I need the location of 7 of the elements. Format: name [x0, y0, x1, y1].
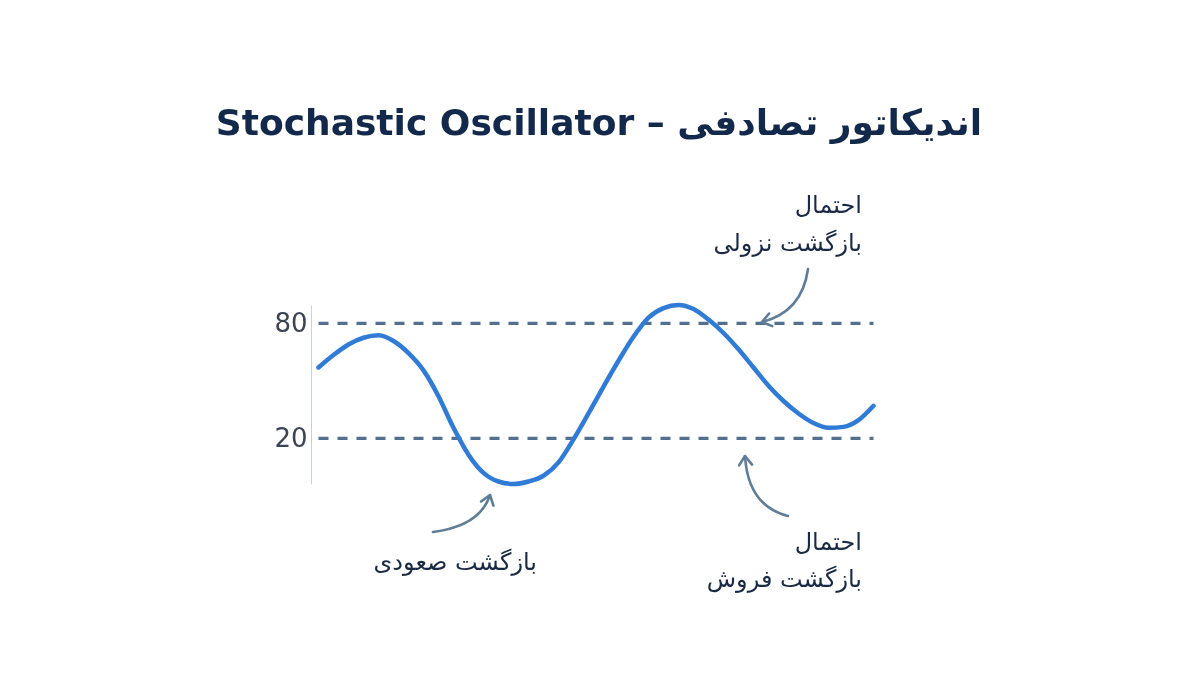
line-series	[316, 302, 876, 487]
chart-title: اندیکاتور تصادفی – Stochastic Oscillator	[215, 101, 983, 144]
text: احتمال بازگشت نزولی	[713, 190, 862, 259]
text: احتمال بازگشت فروش	[706, 527, 862, 595]
y-tick-label: 20	[274, 422, 308, 453]
text: بازگشت صعودی	[373, 547, 537, 578]
y-tick-label: 80	[274, 307, 308, 338]
